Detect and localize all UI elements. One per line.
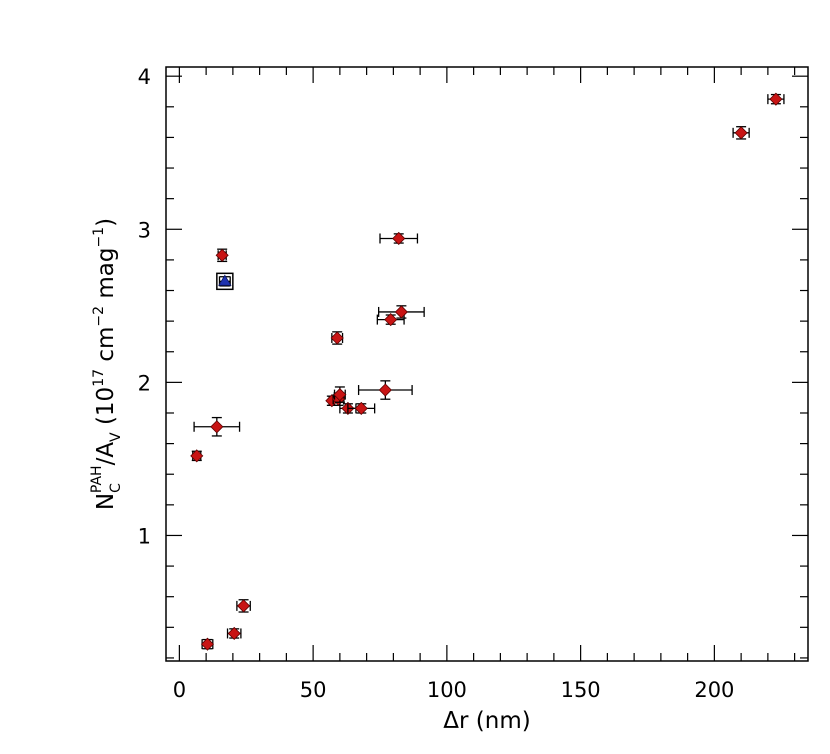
y-title-part: /A	[93, 442, 119, 466]
x-tick-label: 200	[694, 678, 734, 702]
diamond-point	[376, 313, 405, 327]
diamond-point	[193, 416, 241, 437]
diamond-marker	[210, 420, 224, 434]
data-points	[190, 92, 785, 651]
y-title-part: N	[93, 493, 119, 510]
diamond-marker	[227, 626, 241, 641]
diamond-marker	[378, 383, 392, 397]
diamond-point	[732, 126, 750, 140]
x-tick-labels: 0 50 100 150 200	[173, 678, 735, 702]
diamond-point	[357, 380, 413, 400]
y-tick-label: 4	[138, 65, 151, 89]
y-tick-label: 1	[138, 524, 151, 548]
box-marker	[216, 272, 234, 291]
diamond-marker	[394, 305, 408, 319]
diamond-marker	[200, 637, 215, 651]
y-title-sup: −1	[91, 227, 107, 248]
triangle-point	[216, 272, 234, 291]
diamond-point	[333, 386, 347, 403]
diamond-marker	[330, 331, 344, 345]
y-tick-labels: 1 2 3 4	[138, 65, 151, 548]
plot-frame	[165, 66, 809, 662]
y-title-part: (10	[93, 387, 119, 433]
diamond-point	[215, 248, 229, 263]
diamond-marker	[215, 248, 229, 262]
y-tick-label: 2	[138, 371, 151, 395]
diamond-point	[236, 599, 251, 613]
y-title-sub: V	[108, 432, 124, 442]
diamond-point	[378, 305, 425, 319]
axis-ticks	[166, 67, 808, 661]
diamond-point	[347, 401, 376, 415]
y-title-part: cm	[93, 327, 119, 369]
diamond-point	[379, 231, 419, 246]
diamond-marker	[734, 126, 748, 140]
x-tick-label: 150	[561, 678, 601, 702]
y-title-sup: 17	[91, 369, 107, 387]
y-title-sup: −2	[91, 306, 107, 327]
diamond-marker	[769, 92, 783, 106]
y-title-part: )	[93, 218, 119, 227]
diamond-point	[190, 449, 204, 463]
diamond-marker	[237, 599, 251, 613]
diamond-marker	[190, 449, 204, 463]
diamond-marker	[392, 231, 406, 246]
triangle-marker	[218, 274, 232, 286]
y-axis-title: NCPAH/AV (1017 cm−2 mag−1)	[89, 218, 124, 510]
y-tick-label: 3	[138, 218, 151, 242]
x-tick-label: 0	[173, 678, 186, 702]
diamond-point	[767, 92, 785, 106]
diamond-point	[330, 331, 344, 345]
x-axis-title: Δr (nm)	[443, 708, 530, 734]
y-title-sup: PAH	[89, 465, 105, 493]
x-tick-label: 50	[300, 678, 327, 702]
diamond-marker	[384, 313, 398, 327]
diamond-point	[226, 626, 242, 641]
y-title-sub: C	[108, 483, 124, 493]
diamond-marker	[354, 401, 368, 415]
x-tick-label: 100	[427, 678, 467, 702]
y-title-part: mag	[93, 248, 119, 306]
diamond-marker	[333, 388, 347, 402]
diamond-point	[200, 637, 215, 651]
